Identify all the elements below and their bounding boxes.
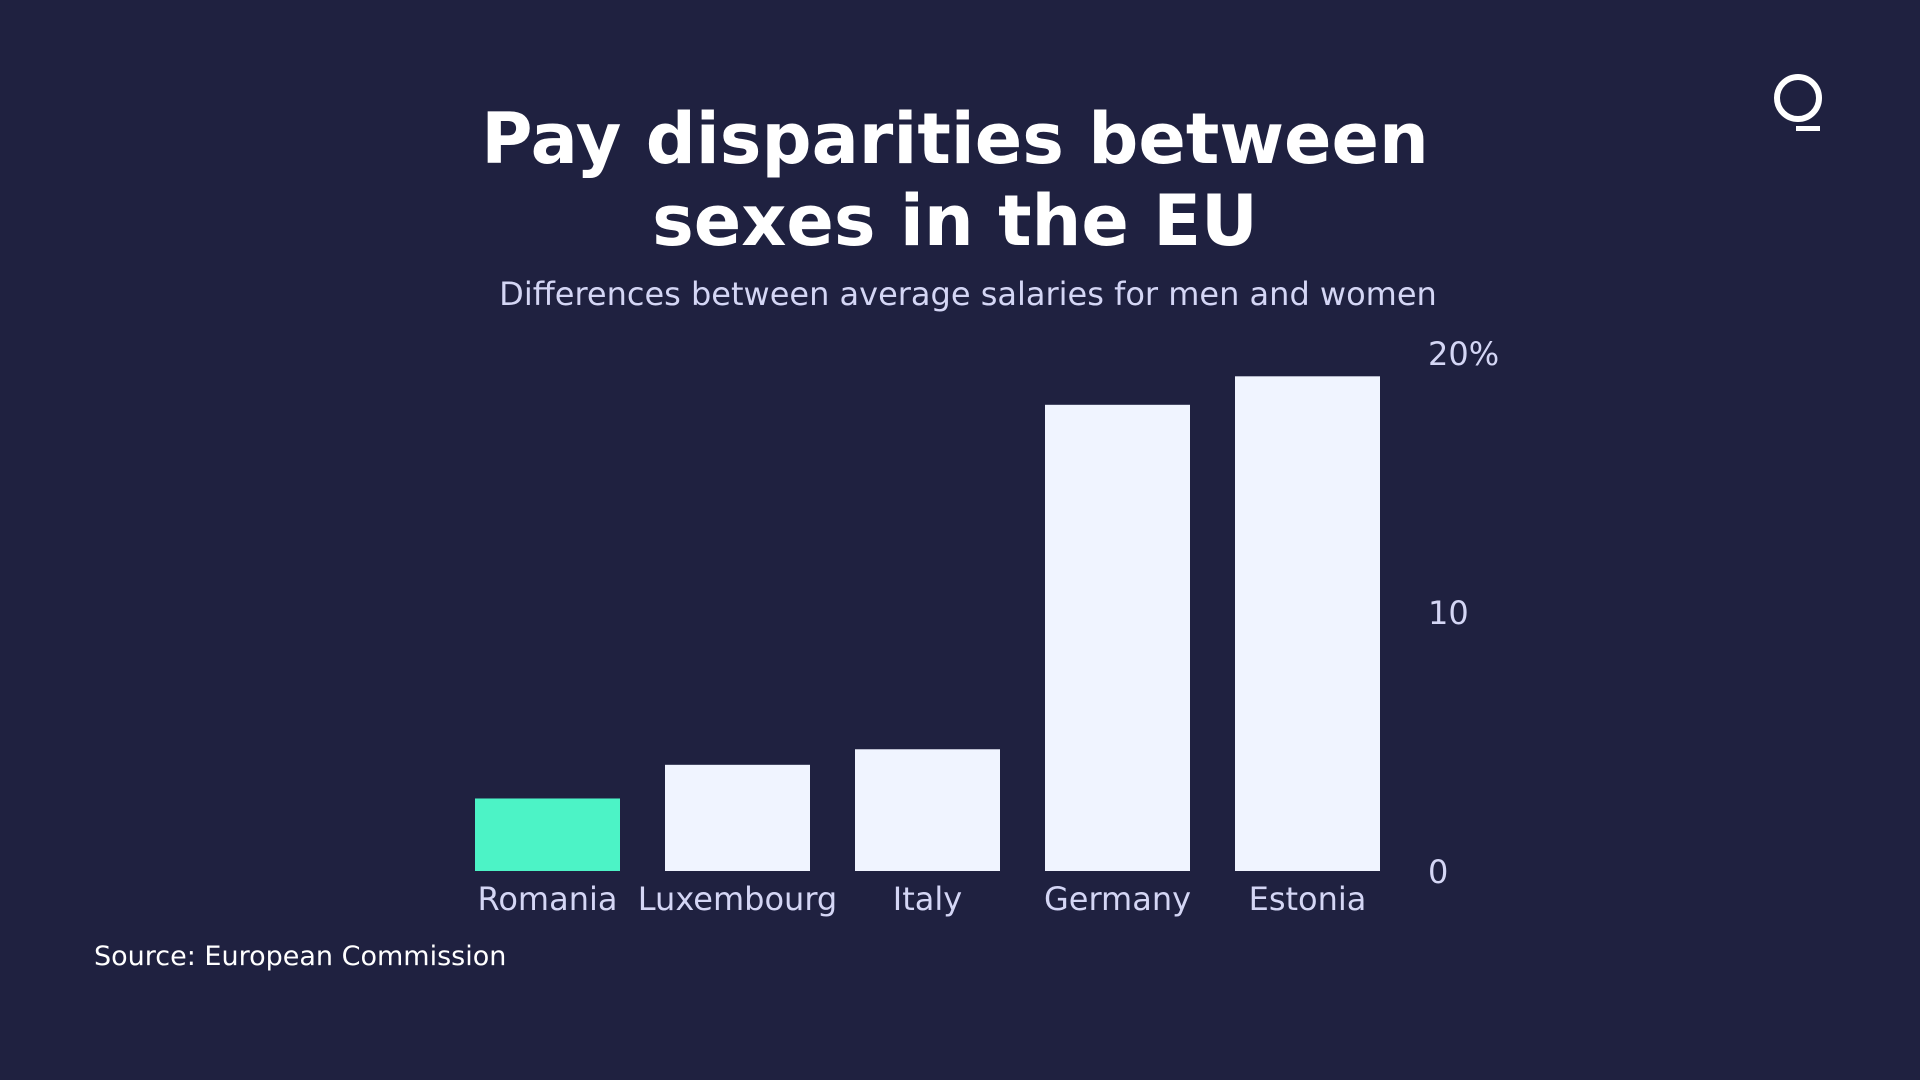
x-tick-label-italy: Italy	[893, 880, 962, 918]
chart-title-line-1: Pay disparities between	[481, 98, 1429, 180]
q-logo-icon	[1774, 74, 1822, 131]
x-tick-label-germany: Germany	[1044, 880, 1191, 918]
bar-luxembourg	[665, 764, 810, 871]
y-tick-label-10: 10	[1428, 594, 1469, 632]
source-note: Source: European Commission	[94, 941, 507, 972]
bar-germany	[1045, 404, 1190, 871]
y-tick-label-0: 0	[1428, 853, 1448, 891]
x-tick-label-romania: Romania	[478, 880, 618, 918]
bar-romania	[475, 798, 620, 871]
y-tick-label-20: 20%	[1428, 335, 1499, 373]
chart-subtitle: Differences between average salaries for…	[499, 275, 1437, 313]
x-tick-label-luxembourg: Luxembourg	[638, 880, 837, 918]
bar-italy	[855, 749, 1000, 871]
bar-estonia	[1235, 376, 1380, 871]
x-tick-label-estonia: Estonia	[1249, 880, 1367, 918]
chart-title-line-2: sexes in the EU	[652, 180, 1258, 262]
chart-title: Pay disparities between sexes in the EU	[0, 98, 1910, 262]
